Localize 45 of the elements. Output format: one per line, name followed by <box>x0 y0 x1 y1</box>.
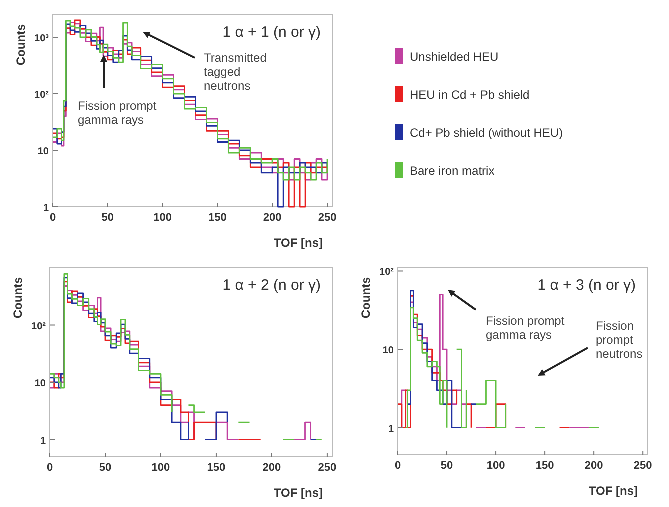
y-tick-label: 1 <box>388 424 394 435</box>
x-tick-label: 250 <box>318 462 337 474</box>
x-tick-label: 0 <box>394 460 402 472</box>
x-tick-label: 100 <box>152 462 170 474</box>
x-tick-label: 200 <box>263 212 282 224</box>
x-tick-label: 150 <box>208 212 227 224</box>
x-tick-label: 200 <box>262 462 282 474</box>
y-tick-label: 10 <box>34 378 46 390</box>
x-tick-label: 50 <box>99 462 112 474</box>
x-tick-label: 250 <box>634 460 652 472</box>
legend-label: HEU in Cd + Pb shield <box>410 88 530 102</box>
y-tick-label: 1 <box>43 203 50 214</box>
annotation: 1 α + 2 (n or γ) <box>222 277 321 294</box>
x-axis-title: TOF [ns] <box>274 486 323 500</box>
annotation: 1 α + 3 (n or γ) <box>538 277 636 294</box>
y-tick-label: 10 <box>382 346 394 357</box>
x-axis-title: TOF [ns] <box>274 236 323 250</box>
x-tick-label: 100 <box>486 460 506 472</box>
x-tick-label: 200 <box>584 460 604 472</box>
y-tick-label: 10² <box>32 321 47 332</box>
x-tick-label: 100 <box>154 212 172 224</box>
annotation: Fission prompt neutrons <box>596 319 643 361</box>
x-tick-label: 50 <box>440 460 454 472</box>
annotation: 1 α + 1 (n or γ) <box>222 24 321 41</box>
y-axis-title: Counts <box>11 277 25 319</box>
x-tick-label: 150 <box>536 460 554 472</box>
y-tick-label: 10² <box>380 267 395 278</box>
y-tick-label: 1 <box>40 436 46 447</box>
x-tick-label: 50 <box>102 212 114 224</box>
x-axis-title: TOF [ns] <box>588 484 638 498</box>
x-tick-label: 150 <box>207 462 226 474</box>
annotation: Transmitted tagged neutrons <box>204 51 267 93</box>
annotation: Fission prompt gamma rays <box>486 314 566 342</box>
y-axis-title: Counts <box>359 277 373 319</box>
x-tick-label: 250 <box>318 212 337 224</box>
y-tick-label: 10³ <box>34 33 50 44</box>
x-tick-label: 0 <box>46 462 54 474</box>
legend-label: Bare iron matrix <box>410 164 495 178</box>
x-tick-label: 0 <box>50 212 56 224</box>
y-tick-label: 10² <box>34 90 50 101</box>
annotation: Fission prompt gamma rays <box>78 99 158 127</box>
legend-label: Unshielded HEU <box>410 50 499 64</box>
legend-label: Cd+ Pb shield (without HEU) <box>410 126 564 140</box>
y-tick-label: 10 <box>38 146 50 158</box>
y-axis-title: Counts <box>14 24 28 66</box>
